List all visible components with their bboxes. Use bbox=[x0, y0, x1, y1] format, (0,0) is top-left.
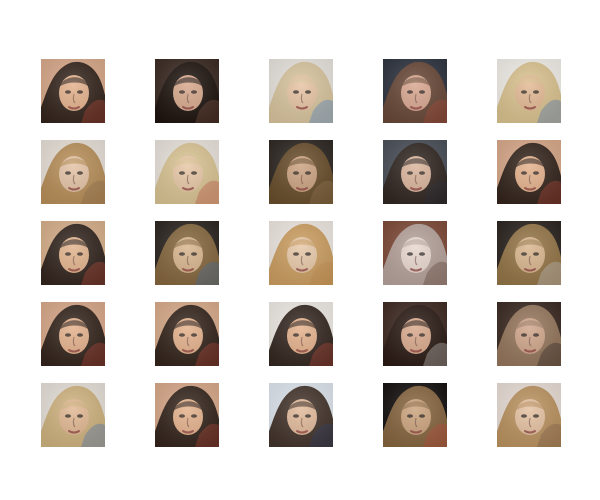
face-thumbnail-r2-c3 bbox=[269, 140, 333, 204]
face-thumbnail-r2-c2 bbox=[155, 140, 219, 204]
face-thumbnail-r2-c4 bbox=[383, 140, 447, 204]
face-thumbnail-r4-c3 bbox=[269, 302, 333, 366]
face-thumbnail-r1-c3 bbox=[269, 59, 333, 123]
face-thumbnail-r2-c1 bbox=[41, 140, 105, 204]
face-thumbnail-r4-c4 bbox=[383, 302, 447, 366]
face-thumbnail-r3-c5 bbox=[497, 221, 561, 285]
face-thumbnail-r1-c4 bbox=[383, 59, 447, 123]
face-thumbnail-r2-c5 bbox=[497, 140, 561, 204]
face-thumbnail-r5-c5 bbox=[497, 383, 561, 447]
face-thumbnail-r5-c3 bbox=[269, 383, 333, 447]
face-thumbnail-r5-c2 bbox=[155, 383, 219, 447]
face-thumbnail-r1-c1 bbox=[41, 59, 105, 123]
face-thumbnail-r3-c1 bbox=[41, 221, 105, 285]
face-thumbnail-r4-c2 bbox=[155, 302, 219, 366]
face-thumbnail-r4-c1 bbox=[41, 302, 105, 366]
face-thumbnail-r3-c4 bbox=[383, 221, 447, 285]
face-thumbnail-r1-c2 bbox=[155, 59, 219, 123]
face-thumbnail-r5-c1 bbox=[41, 383, 105, 447]
face-thumbnail-r1-c5 bbox=[497, 59, 561, 123]
face-thumbnail-r3-c3 bbox=[269, 221, 333, 285]
face-thumbnail-r4-c5 bbox=[497, 302, 561, 366]
face-thumbnail-r5-c4 bbox=[383, 383, 447, 447]
face-thumbnail-r3-c2 bbox=[155, 221, 219, 285]
